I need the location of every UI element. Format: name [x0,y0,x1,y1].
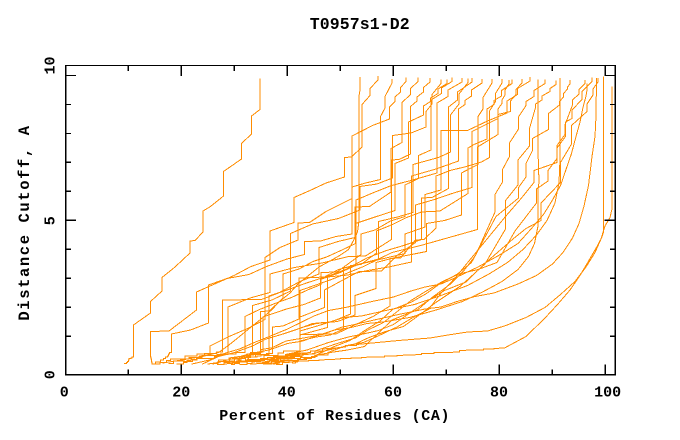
svg-text:100: 100 [594,384,621,401]
svg-text:20: 20 [172,384,190,401]
svg-text:0: 0 [43,370,60,379]
svg-text:Distance Cutoff, A: Distance Cutoff, A [16,124,34,320]
svg-text:0: 0 [60,384,69,401]
svg-text:80: 80 [490,384,508,401]
svg-text:10: 10 [42,56,59,74]
svg-text:40: 40 [278,384,296,401]
svg-text:5: 5 [42,216,59,225]
svg-text:T0957s1-D2: T0957s1-D2 [310,15,410,34]
svg-text:Percent of Residues (CA): Percent of Residues (CA) [219,408,450,425]
svg-text:60: 60 [384,384,402,401]
